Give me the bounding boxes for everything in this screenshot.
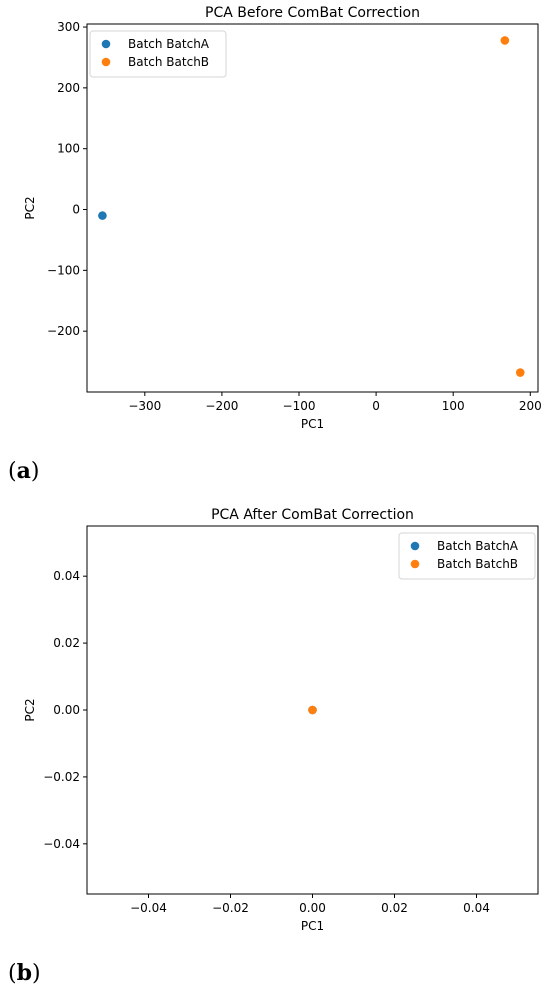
y-tick-label: 0 [72,203,80,217]
panel-label-b: (b) [8,960,41,986]
legend-box [89,30,227,78]
x-tick-label: −200 [205,399,238,413]
y-tick-label: −100 [47,263,80,277]
legend-box [398,532,536,580]
x-tick-label: −300 [128,399,161,413]
x-tick-label: 0.04 [463,901,490,915]
x-tick-label: −100 [283,399,316,413]
data-point [308,705,317,715]
y-tick-label: 0.00 [53,703,80,717]
x-tick-label: −0.04 [130,901,167,915]
x-tick-label: 0 [372,399,380,413]
legend-marker [410,559,420,569]
x-tick-label: −0.02 [212,901,249,915]
chart-title: PCA Before ComBat Correction [205,5,420,21]
y-tick-label: 200 [57,81,80,95]
chart-a: PCA Before ComBat Correction −300 −200 −100… [23,5,542,431]
legend-marker [101,57,111,67]
x-axis-label: PC1 [301,919,324,933]
y-tick-label: −0.02 [43,770,80,784]
y-tick-label: −200 [47,324,80,338]
y-axis-label: PC2 [23,698,37,721]
y-tick-label: 0.04 [53,569,80,583]
legend-label: Batch BatchB [437,557,518,571]
data-point [500,36,510,45]
x-tick-label: 200 [519,399,542,413]
y-tick-label: 0.02 [53,636,80,650]
legend-label: Batch BatchA [437,539,519,553]
x-tick-label: 0.00 [299,901,326,915]
panel-label-a: (a) [8,458,40,484]
legend-label: Batch BatchA [128,37,210,51]
axes-frame [86,23,539,393]
legend-marker [410,541,420,551]
y-axis-label: PC2 [23,196,37,219]
chart-title: PCA After ComBat Correction [211,507,414,523]
x-tick-label: 100 [442,399,465,413]
legend-label: Batch BatchB [128,55,209,69]
y-tick-label: 300 [57,20,80,34]
x-tick-label: 0.02 [381,901,408,915]
x-axis-label: PC1 [301,417,324,431]
data-point [515,368,525,377]
chart-b: PCA After ComBat Correction −0.04 −0.02 0.0… [23,507,539,933]
legend-marker [101,39,111,49]
y-tick-label: 100 [57,142,80,156]
data-point [98,211,107,220]
y-tick-label: −0.04 [43,837,80,851]
